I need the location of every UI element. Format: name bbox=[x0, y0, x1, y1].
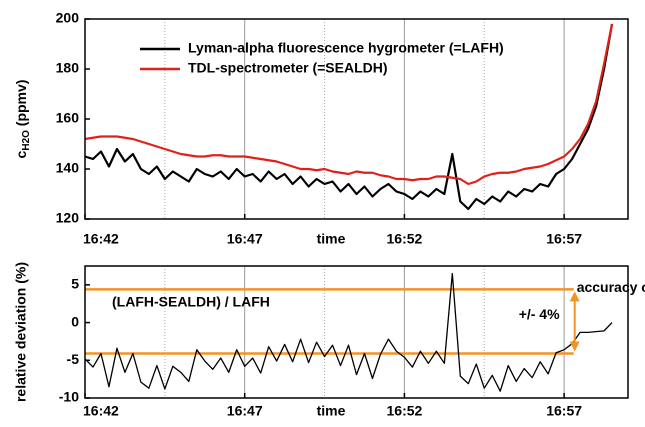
y-tick-label: 160 bbox=[56, 110, 80, 126]
x-tick-label: 16:57 bbox=[546, 231, 582, 247]
legend-label: Lyman-alpha fluorescence hygrometer (=LA… bbox=[188, 40, 504, 56]
y-tick-label: 0 bbox=[71, 313, 79, 329]
y-tick-label: 120 bbox=[56, 210, 80, 226]
x-tick-label: 16:47 bbox=[227, 403, 263, 419]
plot-area bbox=[85, 272, 613, 392]
plot-frame bbox=[84, 18, 629, 220]
x-tick-label: 16:42 bbox=[83, 231, 119, 247]
accuracy-range-label: +/- 4% bbox=[519, 306, 560, 322]
x-tick-label: 16:57 bbox=[546, 403, 582, 419]
y-tick-label: 140 bbox=[56, 160, 80, 176]
y-tick-label: -5 bbox=[67, 351, 80, 367]
y-tick-label: 180 bbox=[56, 60, 80, 76]
x-tick-label: 16:52 bbox=[387, 403, 423, 419]
plot-frame bbox=[84, 265, 629, 399]
x-tick-label: 16:52 bbox=[387, 231, 423, 247]
x-tick-label: 16:42 bbox=[83, 403, 119, 419]
y-label-main: c bbox=[13, 150, 29, 158]
x-tick-label: 16:47 bbox=[227, 231, 263, 247]
y-label-unit: (ppmv) bbox=[13, 80, 29, 127]
accuracy-label: accuracy of the LAFH bbox=[577, 279, 645, 295]
y-axis-label: cH2O (ppmv) bbox=[13, 80, 32, 159]
x-axis-label: time bbox=[317, 403, 346, 419]
x-axis-label: time bbox=[317, 231, 346, 247]
y-tick-label: 5 bbox=[71, 276, 79, 292]
y-tick-label: -10 bbox=[59, 389, 79, 405]
plot-area bbox=[85, 23, 614, 211]
legend-label: TDL-spectrometer (=SEALDH) bbox=[188, 60, 388, 76]
y-tick-label: 200 bbox=[56, 10, 80, 26]
annotation: (LAFH-SEALDH) / LAFH bbox=[112, 294, 270, 310]
data-line bbox=[85, 23, 614, 186]
y-label-sub: H2O bbox=[21, 130, 32, 151]
data-line bbox=[85, 23, 614, 211]
y-axis-label: relative deviation (%) bbox=[13, 262, 29, 402]
data-line bbox=[85, 272, 613, 392]
